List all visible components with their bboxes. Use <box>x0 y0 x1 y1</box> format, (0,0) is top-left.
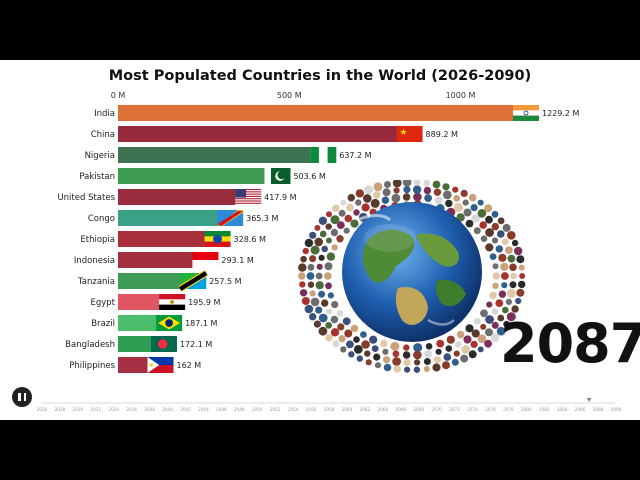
bangladesh-flag-icon <box>150 336 177 352</box>
value-label: 293.1 M <box>221 256 253 265</box>
bar-row: Philippines 162 M <box>69 357 201 373</box>
value-label: 503.6 M <box>293 172 325 181</box>
value-label: 637.2 M <box>339 151 371 160</box>
bar <box>118 210 244 226</box>
chart-frame: Most Populated Countries in the World (2… <box>0 60 640 420</box>
value-label: 195.9 M <box>188 298 220 307</box>
bar <box>118 147 337 163</box>
bar-row: India 1229.2 M <box>94 105 580 121</box>
value-label: 187.1 M <box>185 319 217 328</box>
philippines-flag-icon <box>147 357 174 373</box>
chart-title: Most Populated Countries in the World (2… <box>108 68 532 84</box>
china-flag-icon: ★ <box>396 126 423 142</box>
india-flag-icon <box>513 105 539 121</box>
globe-with-crowd-image <box>298 180 526 373</box>
bar <box>118 168 291 184</box>
country-label: Nigeria <box>85 151 115 161</box>
congo-flag-icon <box>217 210 244 226</box>
bar-row: Congo 365.3 M <box>88 210 279 226</box>
value-label: 1229.2 M <box>542 109 580 118</box>
value-label: 162 M <box>176 361 201 370</box>
usa-flag-icon <box>235 189 262 205</box>
bar-row: Bangladesh 172.1 M <box>65 336 212 352</box>
value-label: 365.3 M <box>246 214 278 223</box>
value-label: 257.5 M <box>209 277 241 286</box>
value-label: 417.9 M <box>264 193 296 202</box>
indonesia-flag-icon <box>192 252 219 268</box>
bar-chart: 0 M 500 M 1000 M India 1229.2 M China ★ 889.2 M… <box>57 91 580 373</box>
country-label: United States <box>57 193 115 203</box>
country-label: Ethiopia <box>80 235 115 245</box>
country-label: Congo <box>88 214 115 224</box>
bar-row: Egypt 195.9 M <box>90 294 221 310</box>
bar <box>118 189 262 205</box>
bar-row: United States 417.9 M <box>57 189 297 205</box>
bar <box>118 105 539 121</box>
current-year-label: 2087 <box>500 312 640 375</box>
country-label: Egypt <box>90 298 115 308</box>
country-label: Tanzania <box>77 277 115 287</box>
pause-icon-bar-left <box>18 393 21 401</box>
brazil-flag-icon <box>156 315 183 331</box>
value-label: 328.6 M <box>234 235 266 244</box>
svg-text:★: ★ <box>400 128 408 138</box>
country-label: Bangladesh <box>65 340 115 350</box>
nigeria-flag-icon <box>310 147 337 163</box>
bar-row: Nigeria 637.2 M <box>85 147 372 163</box>
country-label: Pakistan <box>79 172 115 182</box>
x-tick-label: 1000 M <box>446 91 476 100</box>
pause-button[interactable] <box>12 387 32 407</box>
value-label: 889.2 M <box>426 130 458 139</box>
bar-row: Indonesia 293.1 M <box>74 252 254 268</box>
bar <box>118 126 423 142</box>
country-label: Brazil <box>91 319 115 329</box>
crowd-ring <box>298 180 526 373</box>
bar-row: Tanzania 257.5 M <box>77 270 242 292</box>
pause-icon-bar-right <box>23 393 26 401</box>
bar-row: China ★ 889.2 M <box>91 126 458 142</box>
country-label: Philippines <box>69 361 115 371</box>
egypt-flag-icon <box>159 294 186 310</box>
pakistan-flag-icon <box>264 168 291 184</box>
ethiopia-flag-icon <box>204 231 231 247</box>
bar <box>118 231 231 247</box>
country-label: India <box>94 109 115 119</box>
tanzania-flag-icon <box>178 270 208 292</box>
bar-row: Brazil 187.1 M <box>91 315 218 331</box>
x-tick-label: 500 M <box>277 91 302 100</box>
country-label: China <box>91 130 115 140</box>
bar-row: Ethiopia 328.6 M <box>80 231 266 247</box>
bar-row: Pakistan 503.6 M <box>79 168 326 184</box>
value-label: 172.1 M <box>180 340 212 349</box>
x-tick-label: 0 M <box>111 91 126 100</box>
country-label: Indonesia <box>74 256 115 266</box>
